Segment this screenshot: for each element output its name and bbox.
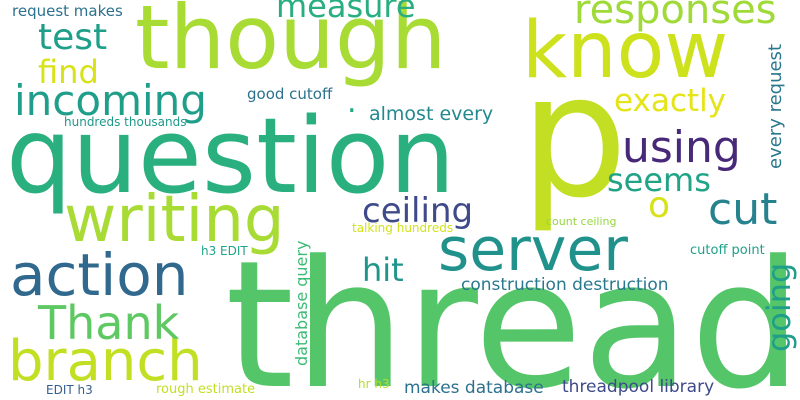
word-construction-destruction: construction destruction (461, 275, 669, 295)
word-thread: thread (225, 223, 800, 400)
word-every-request: every request (765, 44, 786, 169)
word-threadpool-library: threadpool library (562, 377, 715, 397)
word-count-ceiling: count ceiling (546, 215, 617, 228)
word-find: find (38, 53, 99, 91)
word-know: know (522, 6, 729, 96)
word-hit: hit (362, 251, 404, 289)
word-thank: Thank (38, 296, 180, 350)
word-talking-hundreds: talking hundreds (352, 221, 454, 235)
word-seems: seems (607, 161, 711, 199)
word-dot: . (347, 85, 357, 120)
word-using: using (622, 122, 741, 173)
word-question: question (6, 95, 456, 217)
word-good-cutoff: good cutoff (247, 85, 333, 103)
word-server: server (438, 215, 628, 285)
word-action: action (10, 241, 189, 309)
word-makes-database: makes database (404, 378, 544, 398)
word-going: going (760, 262, 798, 352)
word-cut: cut (708, 184, 778, 235)
word-h3-edit: h3 EDIT (201, 244, 248, 258)
word-almost-every: almost every (369, 103, 494, 125)
word-test: test (38, 17, 108, 58)
word-database-query: database query (292, 240, 311, 366)
word-hundreds-thousands: hundreds thousands (64, 115, 187, 129)
word-edit-h3: EDIT h3 (46, 383, 93, 397)
word-request-makes: request makes (12, 2, 123, 20)
word-p: p (520, 38, 628, 236)
word-ceiling: ceiling (362, 191, 474, 231)
word-rough-estimate: rough estimate (156, 382, 256, 397)
word-writing: writing (64, 183, 285, 257)
word-branch: branch (8, 329, 203, 394)
word-though: though (135, 0, 447, 89)
word-cutoff-point: cutoff point (690, 243, 765, 258)
word-responses: responses (574, 0, 777, 33)
word-measure: measure (276, 0, 416, 25)
word-exactly: exactly (614, 83, 727, 119)
word-incoming: incoming (14, 76, 207, 125)
word-hr-h3: hr h3 (358, 377, 390, 391)
word-o: o (648, 185, 671, 226)
